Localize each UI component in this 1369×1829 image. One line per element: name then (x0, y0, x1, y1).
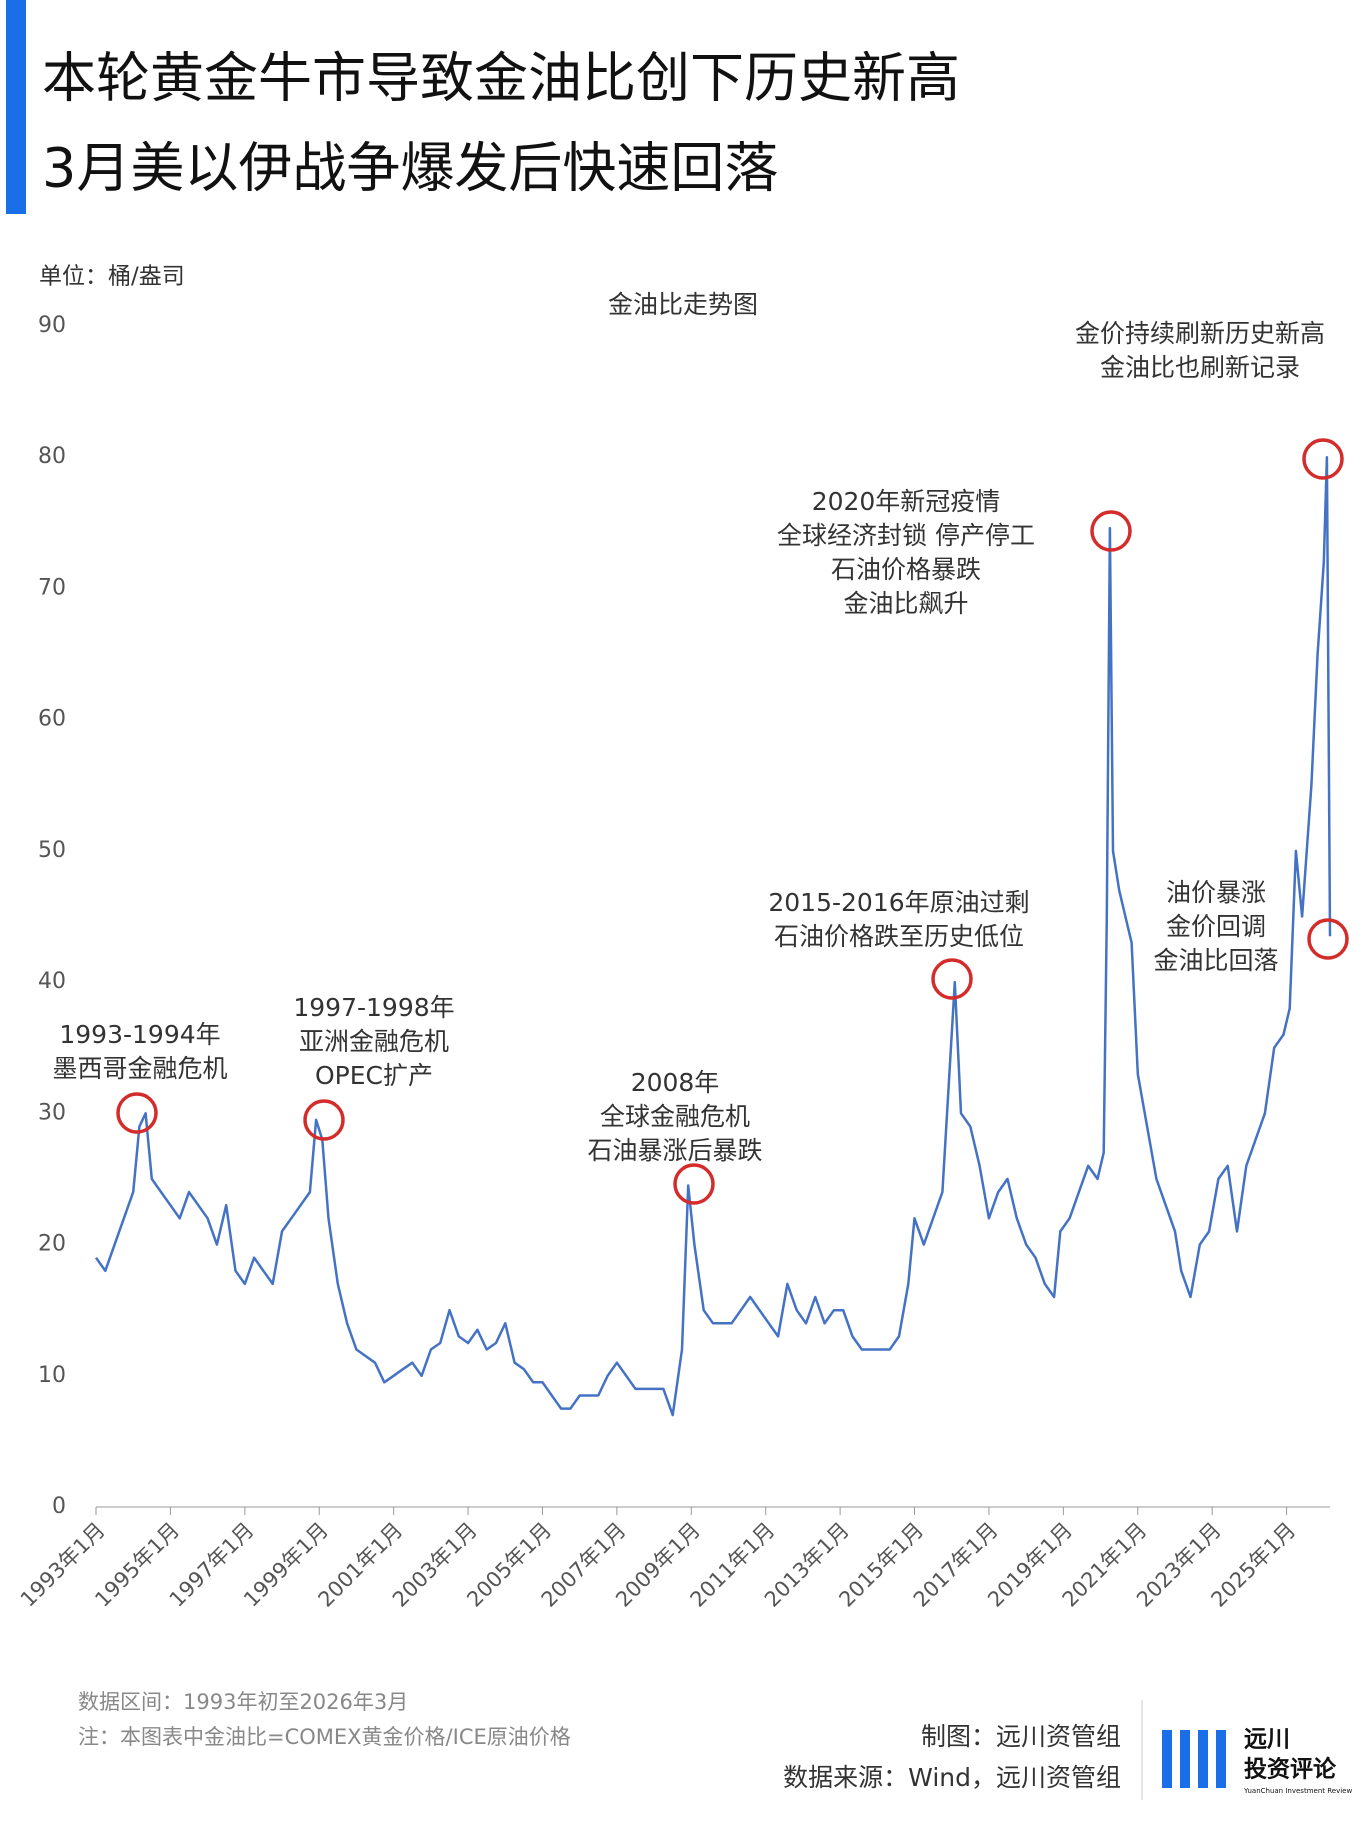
highlight-circle (931, 958, 973, 1000)
annotation: 金价回调 (1166, 912, 1266, 941)
title-line: 本轮黄金牛市导致金油比创下历史新高 (42, 47, 960, 110)
y-tick-label: 20 (38, 1232, 66, 1257)
y-tick-label: 80 (38, 444, 66, 469)
title-line: 3月美以伊战争爆发后快速回落 (42, 137, 778, 200)
title-bar (6, 0, 26, 214)
annotation: 金油比也刷新记录 (1100, 353, 1300, 382)
annotation: 2015-2016年原油过剩 (768, 888, 1029, 917)
annotation: 金价持续刷新历史新高 (1075, 319, 1325, 348)
logo-name: 远川 (1244, 1727, 1290, 1753)
annotation: 亚洲金融危机 (299, 1027, 449, 1056)
y-tick-label: 90 (38, 313, 66, 338)
annotation: 2008年 (631, 1068, 720, 1097)
annotation: 油价暴涨 (1166, 878, 1266, 907)
highlight-circle (673, 1163, 715, 1205)
y-tick-label: 50 (38, 838, 66, 863)
highlight-circle (1090, 510, 1132, 552)
annotation: 全球金融危机 (600, 1102, 750, 1131)
footer-maker: 制图：远川资管组 (921, 1722, 1121, 1751)
footer-note: 注：本图表中金油比=COMEX黄金价格/ICE原油价格 (78, 1725, 571, 1749)
annotation: 1993-1994年 (59, 1020, 220, 1049)
highlight-circle (1307, 918, 1349, 960)
annotation: 石油暴涨后暴跌 (587, 1136, 762, 1165)
footer-range: 数据区间：1993年初至2026年3月 (78, 1690, 408, 1714)
annotation: 1997-1998年 (293, 993, 454, 1022)
annotation: 墨西哥金融危机 (52, 1054, 227, 1083)
logo-mark (1162, 1730, 1226, 1788)
annotation: 2020年新冠疫情 (812, 487, 1001, 516)
y-tick-label: 40 (38, 969, 66, 994)
y-tick-label: 30 (38, 1100, 66, 1125)
y-tick-label: 0 (52, 1494, 66, 1519)
chart-title: 金油比走势图 (608, 290, 758, 319)
y-tick-label: 60 (38, 707, 66, 732)
logo-en: YuanChuan Investment Review (1243, 1787, 1352, 1795)
y-tick-label: 70 (38, 575, 66, 600)
annotation: 石油价格跌至历史低位 (774, 922, 1024, 951)
annotation: OPEC扩产 (315, 1061, 433, 1090)
annotation: 石油价格暴跌 (831, 555, 981, 584)
logo-sub: 投资评论 (1244, 1756, 1337, 1783)
annotation: 金油比飙升 (843, 589, 968, 618)
series-line (94, 455, 1332, 1417)
unit-label: 单位：桶/盎司 (39, 264, 185, 290)
highlight-circle (116, 1092, 158, 1134)
annotation: 全球经济封锁 停产停工 (777, 521, 1035, 550)
y-tick-label: 10 (38, 1363, 66, 1388)
footer-source: 数据来源：Wind，远川资管组 (783, 1763, 1121, 1792)
highlight-circle (303, 1099, 345, 1141)
highlight-circle (1302, 438, 1344, 480)
annotation: 金油比回落 (1153, 946, 1278, 975)
